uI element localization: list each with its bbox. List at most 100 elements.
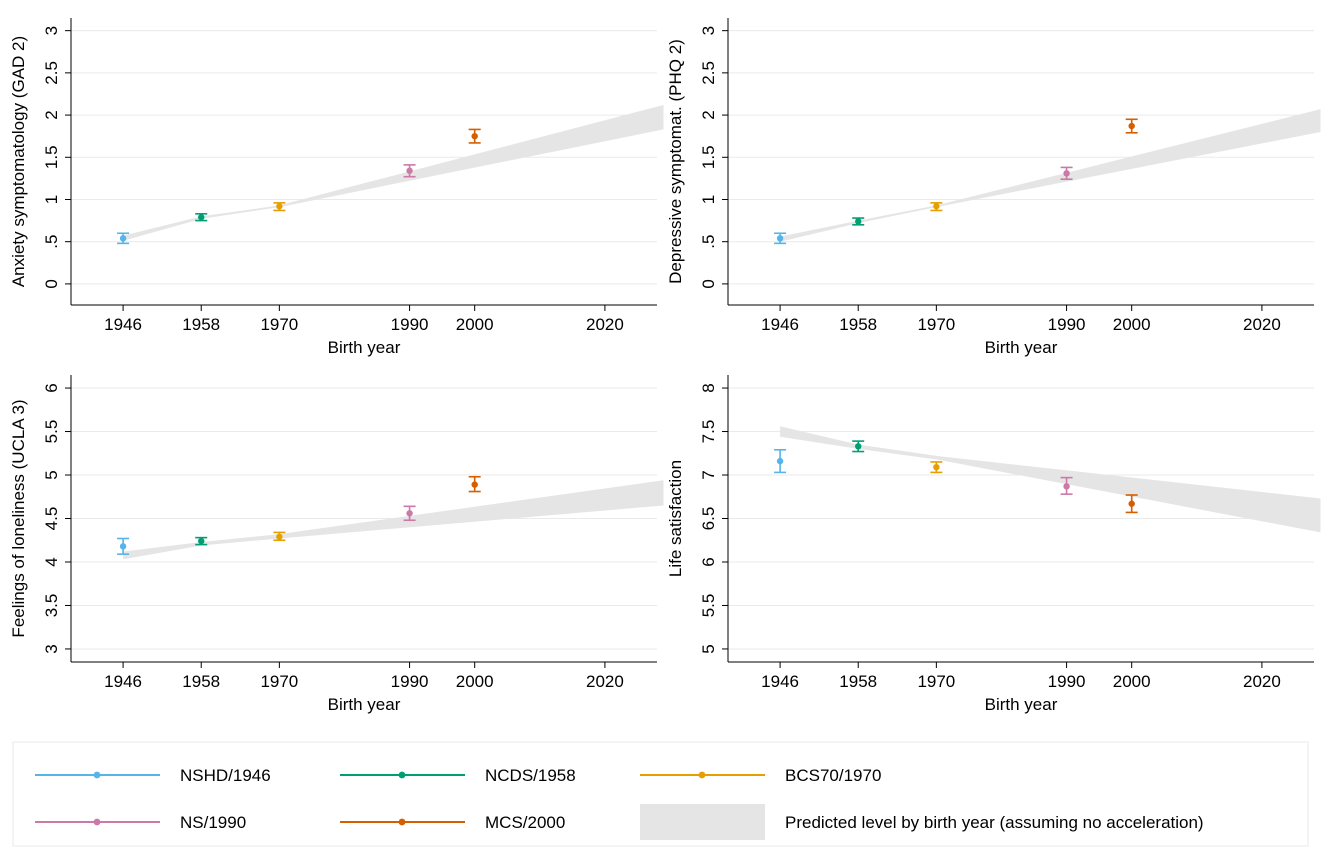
legend-marker (93, 771, 101, 779)
y-tick-label: 1 (42, 195, 61, 204)
cohort-point (774, 232, 787, 245)
point-marker (933, 203, 940, 210)
panel-4: 5 5.5 6 6.5 7 7.5 8 1946 1958 1970 1990 2000 2020 Bir… (666, 375, 1321, 714)
cohort-point (930, 202, 943, 212)
y-tick-label: 5 (42, 470, 61, 479)
cohort-point (273, 531, 286, 542)
legend-label: Predicted level by birth year (assuming … (785, 813, 1204, 832)
legend-label: NCDS/1958 (485, 766, 576, 785)
legend-item: MCS/2000 (340, 813, 565, 832)
x-tick-label: 1958 (182, 672, 220, 691)
y-tick-label: 1.5 (42, 145, 61, 169)
cohort-point (195, 213, 208, 222)
y-tick-label: 2 (699, 110, 718, 119)
y-tick-label: 0 (699, 279, 718, 288)
legend: NSHD/1946 NCDS/1958 BCS70/1970 NS/1990 MCS/2… (12, 741, 1309, 847)
y-axis-title: Anxiety symptomatology (GAD 2) (9, 36, 28, 287)
y-tick-label: .5 (42, 235, 61, 249)
panel-1: 0 .5 1 1.5 2 2.5 3 1946 1958 1970 1990 2000 2020 Birt… (9, 18, 664, 357)
point-marker (276, 533, 283, 540)
cohort-point (852, 440, 865, 453)
point-marker (471, 132, 478, 140)
x-tick-label: 1958 (839, 315, 877, 334)
legend-item: NSHD/1946 (35, 766, 271, 785)
x-tick-label: 1946 (104, 315, 142, 334)
y-tick-label: .5 (699, 235, 718, 249)
y-tick-label: 7.5 (699, 420, 718, 444)
point-marker (855, 218, 862, 225)
x-axis-title: Birth year (985, 695, 1058, 714)
x-tick-label: 1946 (761, 672, 799, 691)
legend-band-swatch (640, 804, 765, 840)
x-tick-label: 2000 (1113, 315, 1151, 334)
y-axis-title: Feelings of loneliness (UCLA 3) (9, 399, 28, 637)
y-tick-label: 8 (699, 383, 718, 392)
cohort-point (468, 475, 481, 493)
panel-2: 0 .5 1 1.5 2 2.5 3 1946 1958 1970 1990 2000 2020 Birt… (666, 18, 1321, 357)
panel-3: 3 3.5 4 4.5 5 5.5 6 1946 1958 1970 1990 2000 2020 Bir… (9, 375, 664, 714)
y-tick-label: 2.5 (42, 61, 61, 85)
x-tick-label: 1990 (391, 315, 429, 334)
y-tick-label: 2 (42, 110, 61, 119)
cohort-point (117, 232, 130, 245)
x-axis-title: Birth year (328, 695, 401, 714)
x-tick-label: 1970 (917, 672, 955, 691)
x-tick-label: 2000 (456, 315, 494, 334)
y-tick-label: 1 (699, 195, 718, 204)
point-marker (198, 537, 205, 545)
cohort-point (852, 217, 865, 226)
cohort-point (1060, 166, 1073, 181)
y-tick-label: 4.5 (42, 507, 61, 531)
y-tick-label: 3 (699, 26, 718, 35)
point-marker (1063, 483, 1070, 490)
prediction-band (123, 480, 664, 560)
y-tick-label: 5.5 (42, 420, 61, 444)
legend-label: BCS70/1970 (785, 766, 881, 785)
point-marker (471, 481, 478, 488)
x-tick-label: 2020 (1243, 315, 1281, 334)
point-marker (1128, 500, 1135, 507)
cohort-point (403, 164, 416, 178)
cohort-point (774, 448, 787, 474)
legend-item: NS/1990 (35, 813, 246, 832)
x-tick-label: 2020 (586, 672, 624, 691)
y-tick-label: 5.5 (699, 594, 718, 618)
cohort-point (117, 537, 130, 555)
legend-marker (93, 818, 101, 826)
cohort-point (1060, 476, 1073, 495)
x-tick-label: 1990 (391, 672, 429, 691)
x-tick-label: 2000 (1113, 672, 1151, 691)
x-tick-label: 1970 (917, 315, 955, 334)
legend-marker (698, 771, 706, 779)
y-axis-title: Depressive symptomat. (PHQ 2) (666, 39, 685, 284)
y-tick-label: 3 (42, 644, 61, 653)
legend-marker (398, 771, 406, 779)
y-axis-title: Life satisfaction (666, 460, 685, 577)
point-marker (119, 235, 127, 242)
x-axis-title: Birth year (328, 338, 401, 357)
point-marker (1128, 122, 1135, 130)
x-tick-label: 1990 (1048, 672, 1086, 691)
x-tick-label: 1990 (1048, 315, 1086, 334)
x-tick-label: 2020 (1243, 672, 1281, 691)
prediction-band (780, 109, 1321, 242)
y-tick-label: 5 (699, 644, 718, 653)
x-tick-label: 1946 (761, 315, 799, 334)
y-tick-label: 3.5 (42, 594, 61, 618)
point-marker (119, 543, 127, 550)
x-tick-label: 1970 (260, 672, 298, 691)
prediction-band (780, 426, 1321, 533)
cohort-point (195, 536, 208, 546)
y-tick-label: 0 (42, 279, 61, 288)
legend-item: Predicted level by birth year (assuming … (640, 804, 1204, 840)
y-tick-label: 3 (42, 26, 61, 35)
x-tick-label: 2020 (586, 315, 624, 334)
cohort-point (1125, 118, 1138, 134)
x-axis-title: Birth year (985, 338, 1058, 357)
point-marker (1063, 170, 1070, 177)
x-tick-label: 1958 (839, 672, 877, 691)
cohort-point (273, 202, 286, 212)
legend-label: NS/1990 (180, 813, 246, 832)
